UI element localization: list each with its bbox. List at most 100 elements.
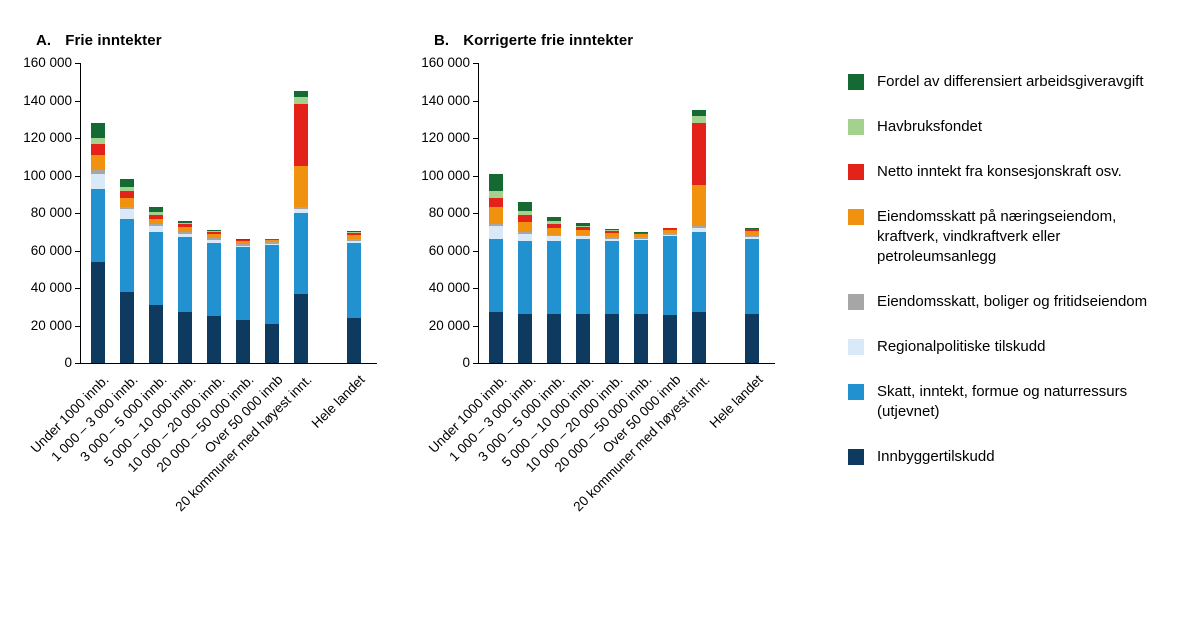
y-axis-tick-mark: [473, 63, 478, 64]
bar-segment: [347, 232, 361, 235]
bar-segment: [294, 104, 308, 167]
y-axis-tick-label: 80 000: [30, 205, 72, 220]
y-axis-tick-label: 100 000: [421, 167, 470, 183]
bar-segment: [518, 241, 532, 315]
bar-segment: [605, 237, 619, 240]
legend-color-swatch: [848, 449, 864, 465]
bar-segment: [518, 222, 532, 232]
bar-segment: [149, 304, 163, 363]
y-axis-tick-mark: [473, 250, 478, 252]
bar-segment: [605, 232, 619, 238]
bar-segment: [489, 207, 503, 225]
bar-segment: [605, 241, 619, 315]
bar-segment: [294, 293, 308, 363]
y-axis-tick-mark: [473, 100, 478, 102]
bar-segment: [294, 96, 308, 105]
bar-segment: [149, 226, 163, 232]
bar-segment: [347, 318, 361, 363]
bar-segment: [692, 312, 706, 363]
bar-segment: [178, 220, 192, 224]
bar-segment: [91, 154, 105, 170]
bar-segment: [576, 227, 590, 230]
legend-item: Innbyggertilskudd: [848, 447, 1190, 467]
bar-segment: [518, 214, 532, 223]
bar-segment: [207, 229, 221, 232]
legend-item-label: Eiendomsskatt på næringseiendom, kraftve…: [877, 208, 1117, 265]
bar-segment: [605, 230, 619, 231]
legend-item-label: Regionalpolitiske tilskudd: [877, 338, 1046, 355]
bar-segment: [576, 223, 590, 227]
y-axis-tick-label: 60 000: [428, 242, 470, 258]
bar-segment: [207, 233, 221, 239]
legend-color-swatch: [848, 209, 864, 225]
bar-segment: [745, 235, 759, 238]
y-axis-tick-label: 140 000: [421, 92, 470, 108]
bar-segment: [745, 228, 759, 229]
legend-color-swatch: [848, 384, 864, 400]
bar-segment: [576, 234, 590, 237]
legend-color-swatch: [848, 164, 864, 180]
bar-segment: [547, 224, 561, 228]
bar-segment: [149, 231, 163, 305]
bar-segment: [294, 91, 308, 97]
bar-segment: [634, 236, 648, 239]
y-axis-tick-mark: [473, 325, 478, 327]
y-axis-tick-mark: [75, 363, 80, 364]
y-axis-tick-label: 160 000: [421, 55, 470, 70]
legend: Fordel av differensiert arbeidsgiveravgi…: [816, 28, 1200, 639]
bar-segment: [236, 243, 250, 246]
bar-segment: [745, 314, 759, 363]
bar-segment: [178, 227, 192, 232]
bar-segment: [207, 316, 221, 363]
legend-item-label: Eiendomsskatt, boliger og fritidseiendom: [877, 293, 1148, 310]
bar-segment: [236, 240, 250, 242]
bar-segment: [692, 231, 706, 313]
bar-segment: [347, 241, 361, 243]
bar-segment: [265, 242, 279, 245]
plot-area-b: 0 20 000 40 000 60 000 80 000 100 000 120 000 1…: [418, 55, 798, 603]
bar-segment: [547, 216, 561, 222]
bar-segment: [178, 312, 192, 363]
bar-segment: [178, 233, 192, 238]
bar-segment: [634, 233, 648, 234]
bar-segment: [518, 314, 532, 363]
bar-segment: [91, 143, 105, 155]
bar-segment: [120, 207, 134, 210]
y-axis-tick-mark: [473, 288, 478, 289]
bar-segment: [745, 227, 759, 229]
bar-segment: [692, 226, 706, 228]
bar-segment: [294, 213, 308, 294]
chart-title-b: B. Korrigerte frie inntekter: [434, 32, 816, 49]
bar-segment: [236, 319, 250, 363]
bar-segment: [745, 239, 759, 315]
bar-segment: [91, 261, 105, 363]
bar-segment: [236, 241, 250, 244]
bar-segment: [489, 173, 503, 191]
bar-segment: [207, 243, 221, 317]
y-axis-tick-label: 60 000: [30, 242, 72, 258]
bar-segment: [265, 239, 279, 243]
chart-frie-inntekter: A. Frie inntekter 0 20 000 40 000 60 000 80 0…: [20, 28, 418, 639]
bar-segment: [120, 198, 134, 208]
y-axis-tick-mark: [473, 213, 478, 214]
bar-segment: [547, 221, 561, 225]
bar-segment: [91, 123, 105, 138]
bar-segment: [489, 190, 503, 198]
y-axis-tick-mark: [75, 288, 80, 289]
bar-segment: [489, 198, 503, 208]
y-axis-tick-label: 140 000: [23, 92, 72, 108]
bar-segment: [692, 228, 706, 232]
bar-segment: [634, 239, 648, 315]
y-axis-tick-mark: [75, 138, 80, 139]
bar-segment: [663, 229, 677, 234]
y-axis-tick-mark: [75, 250, 80, 252]
chart-title-prefix: A.: [36, 32, 52, 49]
legend-item-label: Fordel av differensiert arbeidsgiveravgi…: [877, 73, 1144, 90]
bar-segment: [576, 314, 590, 363]
plot-area-a: 0 20 000 40 000 60 000 80 000 100 000 120 000 1…: [20, 55, 400, 603]
bar-segment: [634, 232, 648, 234]
legend-item-label: Netto inntekt fra konsesjonskraft osv.: [877, 163, 1122, 180]
bar-segment: [489, 226, 503, 240]
bar-segment: [294, 207, 308, 210]
legend-color-swatch: [848, 119, 864, 135]
